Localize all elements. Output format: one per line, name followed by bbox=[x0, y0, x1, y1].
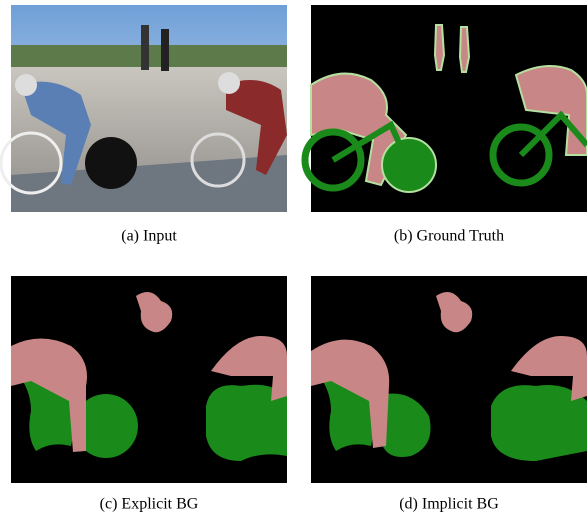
input-image bbox=[1, 5, 287, 212]
implicit-bg-image bbox=[311, 276, 587, 483]
figure: (a) Input (b) Ground Truth (c) Explicit … bbox=[0, 0, 587, 514]
caption: (b) Ground Truth bbox=[394, 228, 504, 245]
explicit-bg-image bbox=[11, 276, 287, 483]
caption: (a) Input bbox=[121, 228, 177, 245]
caption: (c) Explicit BG bbox=[100, 496, 199, 513]
caption: (d) Implicit BG bbox=[399, 496, 499, 513]
ground-truth-image bbox=[305, 5, 587, 212]
